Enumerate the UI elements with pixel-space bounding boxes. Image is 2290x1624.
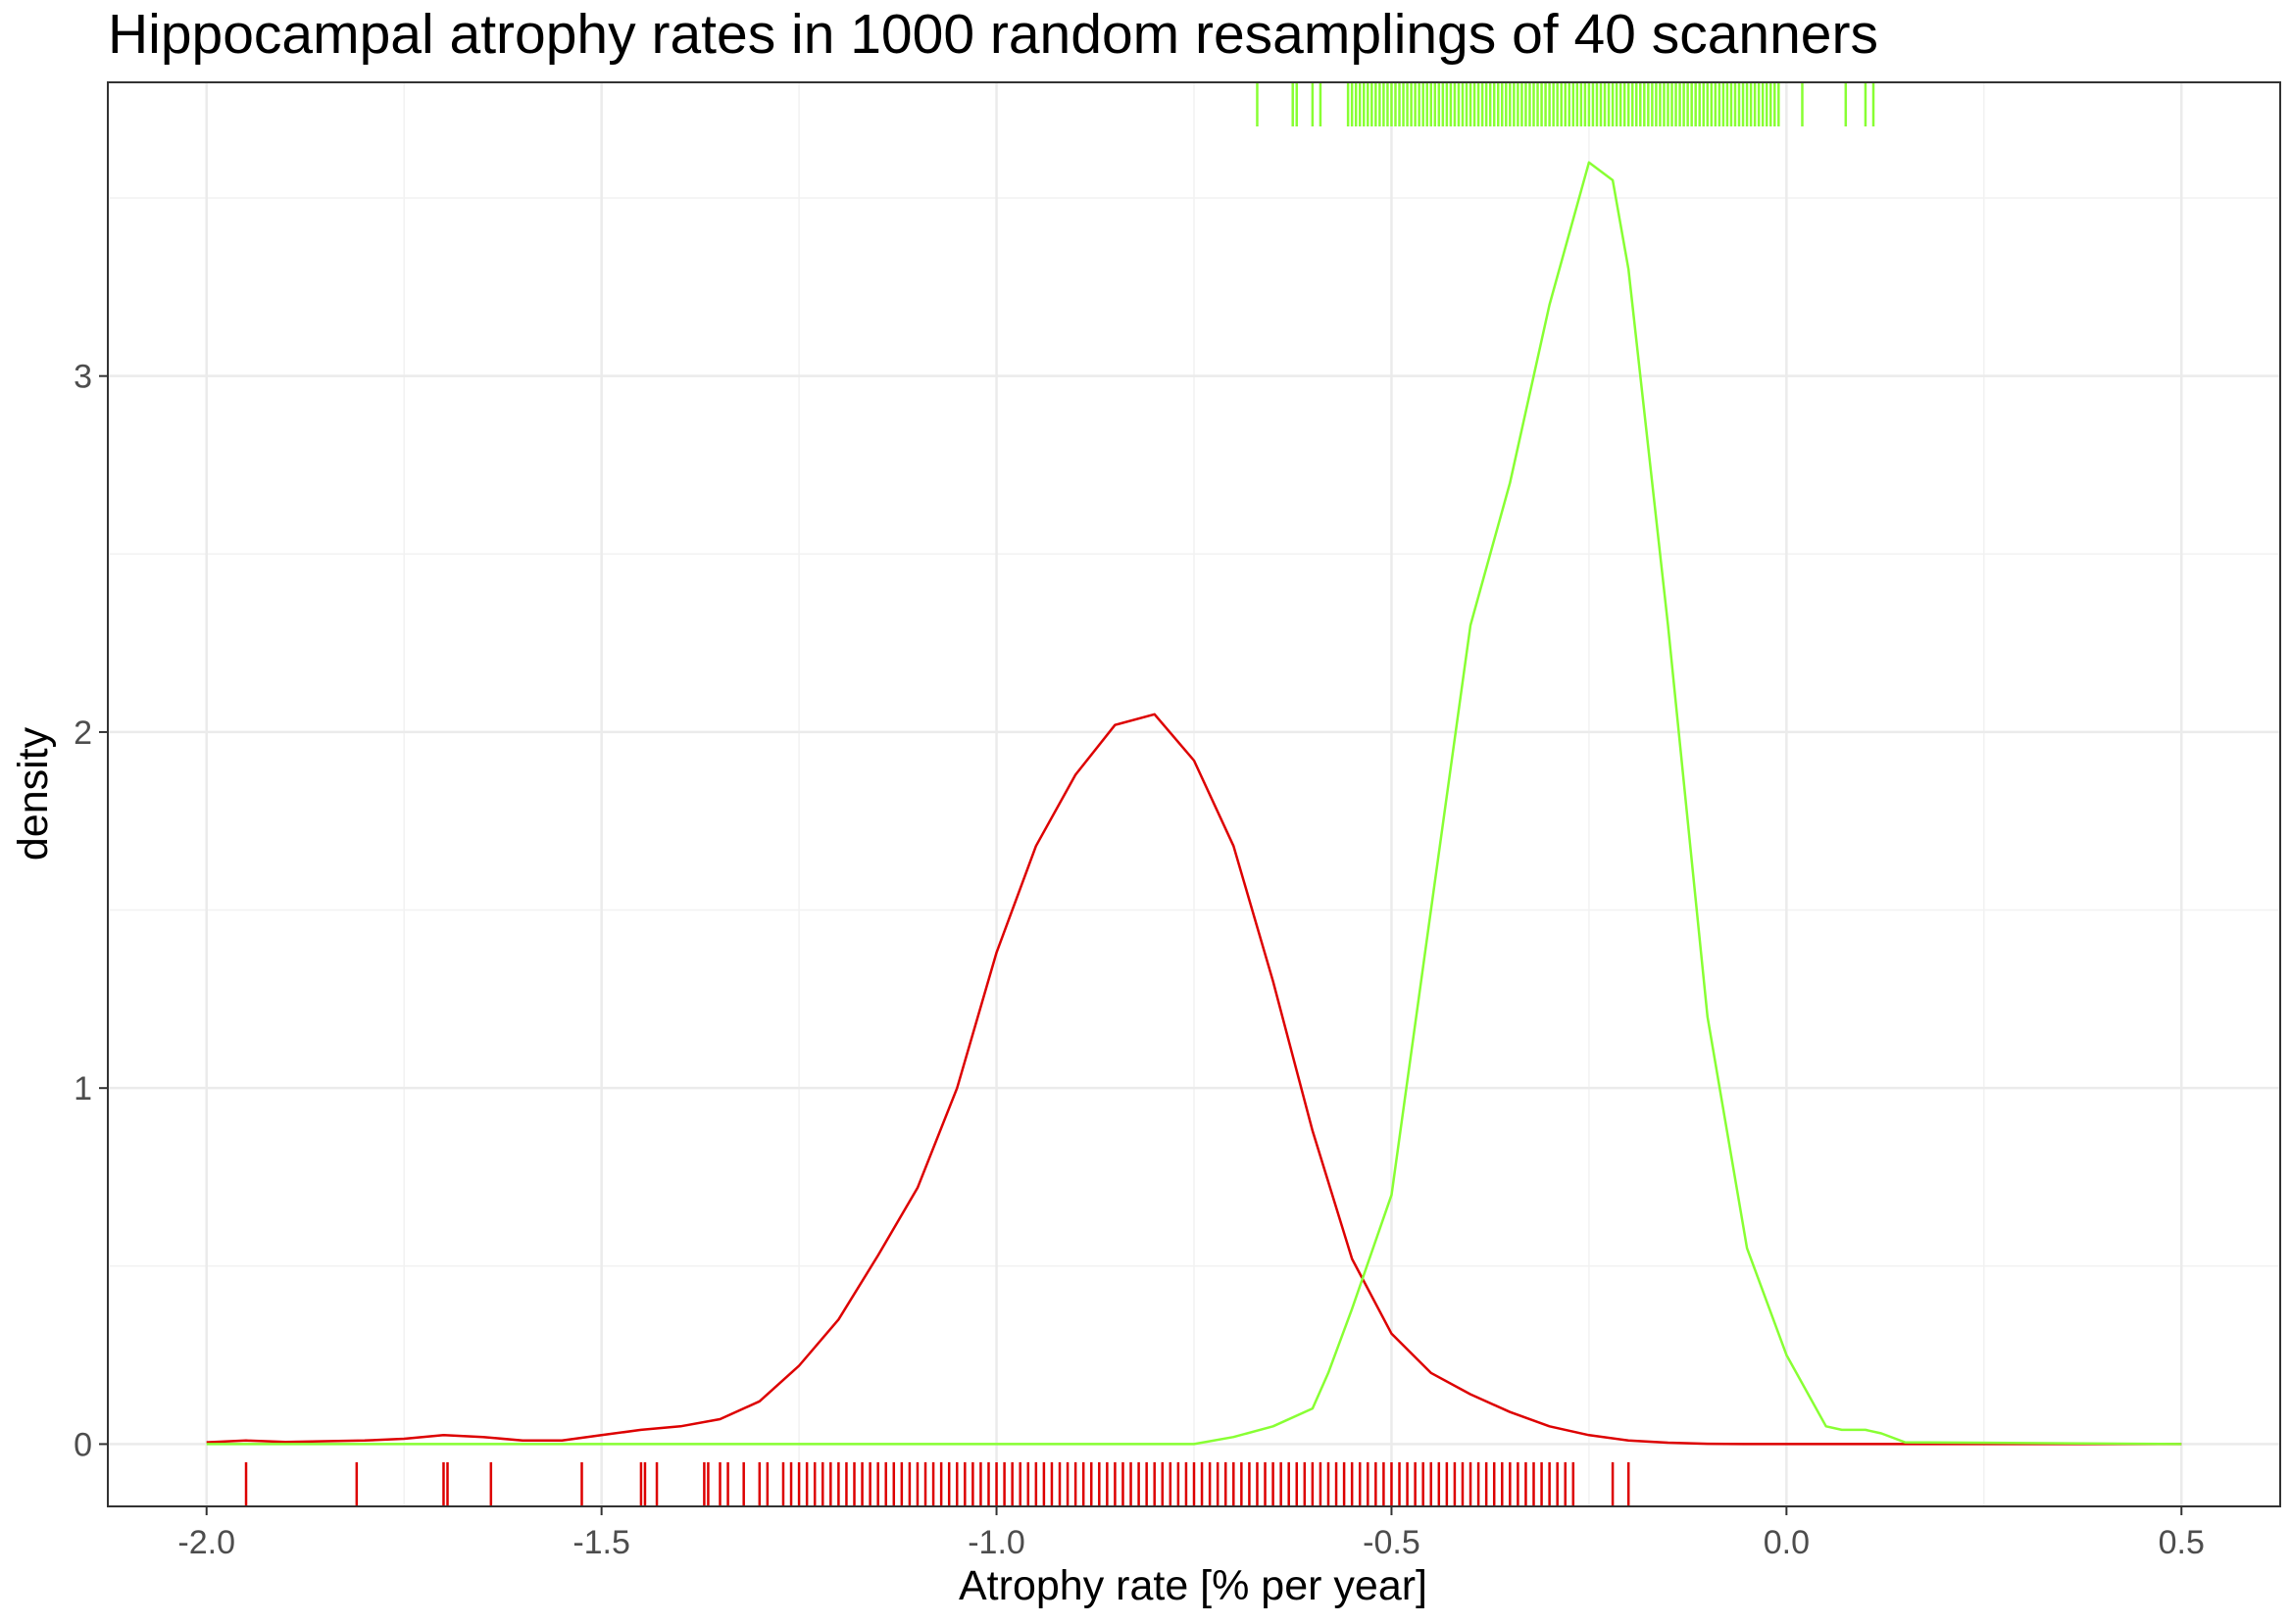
x-axis-title: Atrophy rate [% per year]: [959, 1562, 1427, 1609]
y-axis: 0 1 2 3: [74, 359, 108, 1463]
series-layer: [206, 161, 2182, 1446]
x-tick-label: 0.0: [1764, 1524, 1810, 1561]
density-line-1: [206, 713, 2182, 1446]
y-tick-label: 3: [74, 359, 92, 396]
x-tick-label: -0.5: [1363, 1524, 1420, 1561]
grid-layer: [108, 82, 2280, 1506]
x-axis: -2.0 -1.5 -1.0 -0.5 0.0 0.5: [177, 1506, 2205, 1561]
x-tick-label: -2.0: [177, 1524, 235, 1561]
chart-title: Hippocampal atrophy rates in 1000 random…: [108, 3, 1878, 66]
rug-layer: [244, 82, 1875, 1506]
x-tick-label: -1.5: [572, 1524, 630, 1561]
panel-border: [107, 81, 2281, 1507]
y-tick-label: 0: [74, 1426, 92, 1463]
y-tick-label: 1: [74, 1070, 92, 1107]
x-tick-label: 0.5: [2159, 1524, 2205, 1561]
density-line-2: [206, 161, 2182, 1446]
x-tick-label: -1.0: [968, 1524, 1025, 1561]
y-tick-label: 2: [74, 714, 92, 752]
y-axis-title: density: [10, 726, 57, 861]
